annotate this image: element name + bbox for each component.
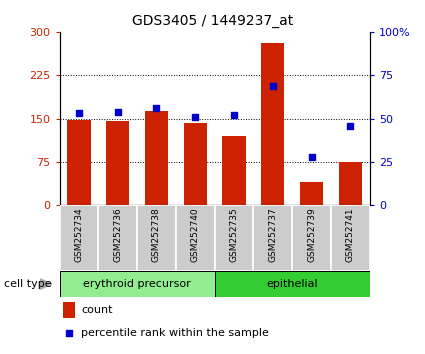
Text: GSM252738: GSM252738 — [152, 207, 161, 262]
Bar — [331, 205, 370, 271]
Bar — [106, 121, 129, 205]
Text: erythroid precursor: erythroid precursor — [83, 279, 191, 289]
Point — [65, 330, 72, 336]
Bar — [339, 162, 362, 205]
Bar — [261, 44, 284, 205]
Text: percentile rank within the sample: percentile rank within the sample — [81, 328, 269, 338]
Point — [114, 109, 121, 114]
Text: GSM252741: GSM252741 — [346, 207, 355, 262]
Point — [153, 105, 160, 111]
Bar — [145, 111, 168, 205]
Bar — [300, 182, 323, 205]
Bar — [253, 205, 292, 271]
Text: GSM252737: GSM252737 — [268, 207, 277, 262]
Text: cell type: cell type — [4, 279, 52, 289]
Bar — [176, 205, 215, 271]
Text: GSM252736: GSM252736 — [113, 207, 122, 262]
Bar — [292, 205, 331, 271]
Bar — [67, 120, 91, 205]
Bar — [60, 271, 215, 297]
Bar — [215, 271, 370, 297]
Text: GSM252735: GSM252735 — [230, 207, 238, 262]
Bar — [184, 122, 207, 205]
Point — [269, 83, 276, 88]
Text: count: count — [81, 305, 113, 315]
Point — [308, 154, 315, 160]
Bar — [62, 302, 75, 318]
Bar — [60, 205, 98, 271]
Point — [192, 114, 198, 120]
Text: epithelial: epithelial — [266, 279, 318, 289]
Text: GSM252739: GSM252739 — [307, 207, 316, 262]
Point — [231, 112, 238, 118]
Text: GSM252734: GSM252734 — [74, 207, 83, 262]
Bar — [222, 136, 246, 205]
Bar — [137, 205, 176, 271]
Bar — [98, 205, 137, 271]
Polygon shape — [40, 279, 52, 289]
Bar — [215, 205, 253, 271]
Point — [347, 123, 354, 129]
Text: GDS3405 / 1449237_at: GDS3405 / 1449237_at — [132, 14, 293, 28]
Point — [76, 110, 82, 116]
Text: GSM252740: GSM252740 — [191, 207, 200, 262]
